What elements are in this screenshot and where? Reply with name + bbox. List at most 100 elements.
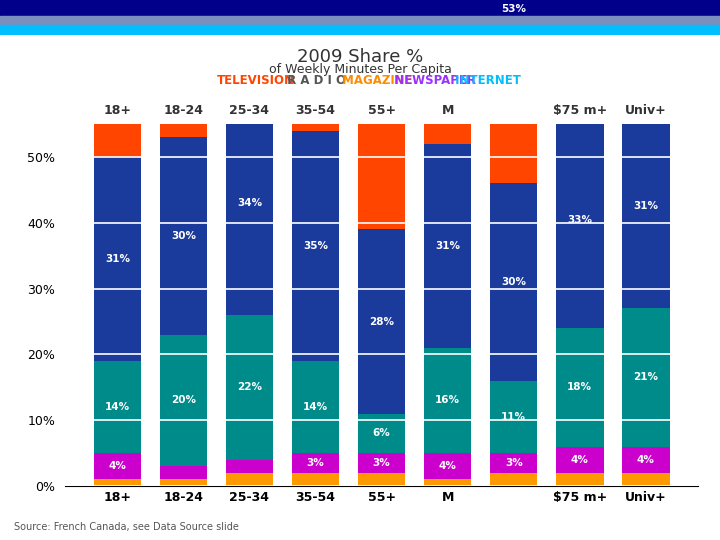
Text: 35%: 35% xyxy=(303,241,328,251)
Bar xyxy=(225,315,274,460)
Bar xyxy=(160,0,207,486)
Text: 55+: 55+ xyxy=(367,104,396,117)
Bar xyxy=(225,473,274,486)
Bar xyxy=(622,447,670,473)
Bar xyxy=(490,0,538,486)
Text: 34%: 34% xyxy=(237,198,262,208)
Text: 18+: 18+ xyxy=(104,104,131,117)
Bar xyxy=(292,453,339,473)
Text: NEWSPAPER: NEWSPAPER xyxy=(390,74,476,87)
Text: 14%: 14% xyxy=(105,402,130,412)
Text: 31%: 31% xyxy=(435,241,460,251)
Text: TELEVISION: TELEVISION xyxy=(217,74,295,87)
Bar xyxy=(556,111,603,328)
Bar xyxy=(225,0,274,486)
Bar xyxy=(0,25,720,35)
Text: M: M xyxy=(441,104,454,117)
Bar xyxy=(94,157,141,361)
Bar xyxy=(225,91,274,315)
Bar xyxy=(94,480,141,486)
Bar xyxy=(292,361,339,453)
Bar xyxy=(292,0,339,131)
Text: 18-24: 18-24 xyxy=(163,104,204,117)
Bar xyxy=(160,480,207,486)
Bar xyxy=(358,0,405,486)
Text: 35-54: 35-54 xyxy=(295,104,336,117)
Bar xyxy=(292,473,339,486)
Bar xyxy=(490,473,538,486)
Bar xyxy=(358,473,405,486)
Text: 31%: 31% xyxy=(105,254,130,264)
Bar xyxy=(358,230,405,414)
Bar xyxy=(490,381,538,453)
Text: Source: French Canada, see Data Source slide: Source: French Canada, see Data Source s… xyxy=(14,522,239,532)
Bar xyxy=(622,0,670,486)
Text: 53%: 53% xyxy=(501,4,526,14)
Text: 16%: 16% xyxy=(435,395,460,406)
Bar xyxy=(160,137,207,335)
Bar xyxy=(358,414,405,453)
Text: R A D I O: R A D I O xyxy=(284,74,346,87)
Text: 3%: 3% xyxy=(373,458,390,468)
Bar xyxy=(622,473,670,486)
Bar xyxy=(556,447,603,473)
Bar xyxy=(424,453,472,480)
Text: 6%: 6% xyxy=(373,428,390,438)
Bar xyxy=(292,131,339,361)
Text: 4%: 4% xyxy=(571,455,589,465)
Bar xyxy=(622,308,670,447)
Bar xyxy=(622,0,670,104)
Bar xyxy=(424,0,472,486)
Text: 31%: 31% xyxy=(105,50,130,60)
Text: INTERNET: INTERNET xyxy=(451,74,521,87)
Bar xyxy=(94,0,141,157)
Bar xyxy=(0,16,720,25)
Bar xyxy=(556,328,603,447)
Text: 4%: 4% xyxy=(109,461,126,471)
Bar xyxy=(358,453,405,473)
Text: 3%: 3% xyxy=(307,458,325,468)
Text: 18%: 18% xyxy=(567,382,593,393)
Text: 31%: 31% xyxy=(435,37,460,47)
Bar xyxy=(556,0,603,486)
Text: 21%: 21% xyxy=(634,373,658,382)
Bar xyxy=(490,453,538,473)
Bar xyxy=(0,0,720,16)
Bar xyxy=(225,460,274,473)
Bar xyxy=(556,0,603,111)
Text: 3%: 3% xyxy=(505,458,523,468)
Text: of Weekly Minutes Per Capita: of Weekly Minutes Per Capita xyxy=(269,63,451,76)
Text: $75 m+: $75 m+ xyxy=(553,104,607,117)
Bar xyxy=(292,0,339,486)
Bar xyxy=(490,0,538,184)
Bar xyxy=(622,104,670,308)
Text: 30%: 30% xyxy=(171,231,196,241)
Text: 4%: 4% xyxy=(438,461,456,471)
Bar xyxy=(225,0,274,91)
Text: 30%: 30% xyxy=(501,277,526,287)
Text: 22%: 22% xyxy=(237,382,262,393)
Bar xyxy=(556,473,603,486)
Text: Univ+: Univ+ xyxy=(625,104,667,117)
Text: 14%: 14% xyxy=(303,402,328,412)
Text: 28%: 28% xyxy=(369,316,394,327)
Bar xyxy=(94,0,141,486)
Bar xyxy=(424,144,472,348)
Text: 31%: 31% xyxy=(634,201,658,212)
Text: 20%: 20% xyxy=(171,395,196,406)
Bar xyxy=(94,361,141,453)
Text: 48%: 48% xyxy=(369,66,394,77)
Bar xyxy=(424,348,472,453)
Text: MAGAZINE: MAGAZINE xyxy=(338,74,413,87)
Text: 4%: 4% xyxy=(637,455,654,465)
Bar xyxy=(94,453,141,480)
Text: 2009 Share %: 2009 Share % xyxy=(297,48,423,66)
Bar xyxy=(424,0,472,144)
Bar xyxy=(160,0,207,137)
Text: 25-34: 25-34 xyxy=(230,104,269,117)
Bar xyxy=(358,0,405,230)
Bar xyxy=(490,184,538,381)
Bar xyxy=(160,466,207,480)
Bar xyxy=(160,335,207,466)
Text: 11%: 11% xyxy=(501,412,526,422)
